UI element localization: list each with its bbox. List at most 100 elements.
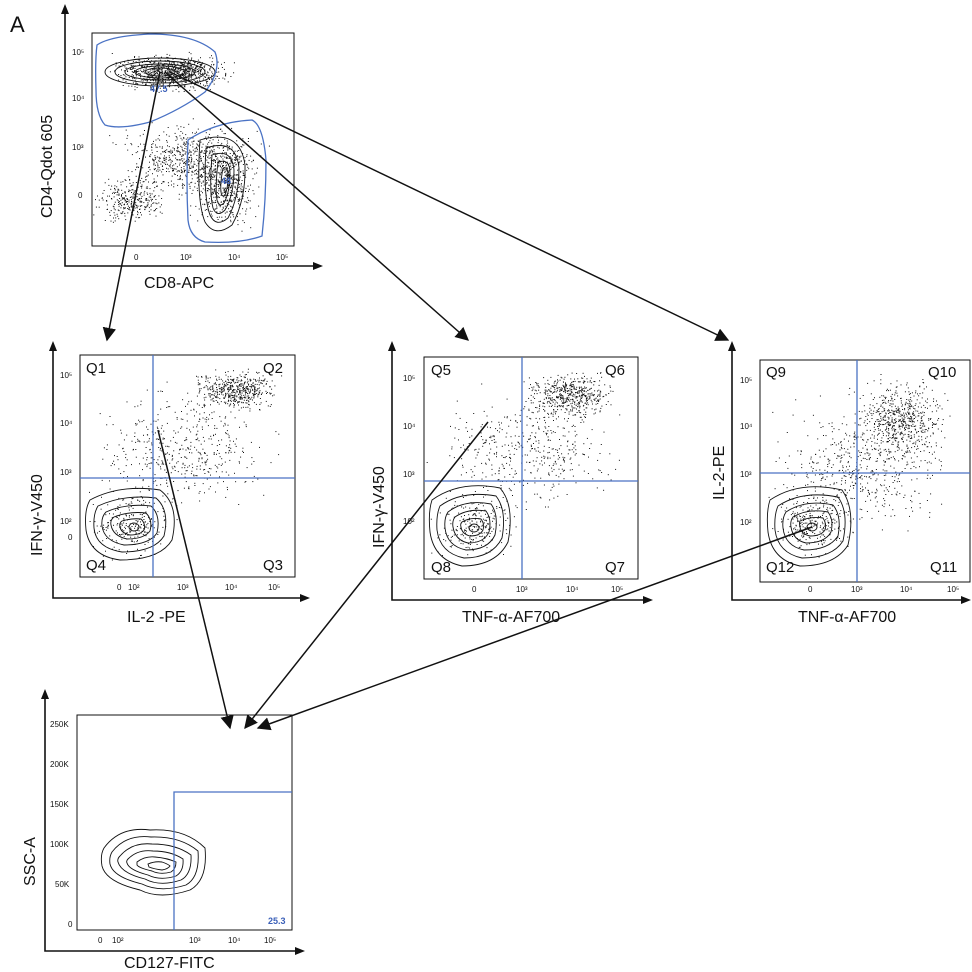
scatter-dot <box>190 400 192 402</box>
scatter-dot <box>563 461 565 463</box>
scatter-dot <box>555 413 556 415</box>
scatter-dot <box>147 428 149 430</box>
scatter-dot <box>173 168 175 170</box>
scatter-dot <box>146 464 148 466</box>
scatter-dot <box>98 199 100 201</box>
scatter-dot <box>887 410 889 412</box>
scatter-dot <box>237 224 239 226</box>
scatter-dot <box>134 436 136 437</box>
scatter-dot <box>199 175 201 177</box>
scatter-dot <box>580 416 582 418</box>
scatter-dot <box>139 135 141 137</box>
scatter-dot <box>585 391 587 393</box>
scatter-dot <box>202 67 203 69</box>
scatter-dot <box>127 203 129 205</box>
scatter-dot <box>595 408 597 410</box>
scatter-dot <box>460 542 462 544</box>
scatter-dot <box>240 171 242 173</box>
scatter-dot <box>206 419 208 421</box>
scatter-dot <box>142 533 144 535</box>
scatter-dot <box>183 79 185 81</box>
scatter-dot <box>557 452 559 453</box>
scatter-dot <box>480 520 482 522</box>
scatter-dot <box>451 545 453 546</box>
scatter-dot <box>152 173 153 175</box>
scatter-dot <box>233 381 235 383</box>
scatter-dot <box>243 383 245 385</box>
scatter-dot <box>154 157 156 158</box>
scatter-dot <box>118 205 120 207</box>
scatter-dot <box>131 192 132 193</box>
scatter-dot <box>166 422 168 424</box>
scatter-dot <box>168 164 170 166</box>
scatter-dot <box>491 474 493 476</box>
scatter-dot <box>156 203 158 205</box>
scatter-dot <box>117 508 118 510</box>
scatter-dot <box>150 87 152 89</box>
scatter-dot <box>209 210 211 212</box>
scatter-dot <box>133 524 135 525</box>
scatter-dot <box>199 181 201 183</box>
scatter-dot <box>555 449 557 451</box>
scatter-dot <box>235 481 237 483</box>
scatter-dot <box>248 397 250 399</box>
scatter-dot <box>219 160 221 162</box>
scatter-dot <box>520 409 522 411</box>
scatter-dot <box>558 483 560 485</box>
scatter-dot <box>464 529 466 531</box>
scatter-dot <box>167 64 169 66</box>
scatter-dot <box>211 385 213 387</box>
scatter-dot <box>241 188 243 190</box>
scatter-dot <box>159 87 161 89</box>
scatter-dot <box>485 513 486 515</box>
scatter-dot <box>140 400 142 402</box>
scatter-dot <box>281 375 283 377</box>
scatter-dot <box>148 517 150 519</box>
scatter-dot <box>115 192 117 193</box>
scatter-dot <box>514 448 516 450</box>
scatter-dot <box>208 382 210 384</box>
quadrant-label: Q5 <box>431 362 451 379</box>
scatter-dot <box>161 212 163 214</box>
scatter-dot <box>144 463 146 465</box>
scatter-dot <box>550 403 552 404</box>
scatter-dot <box>137 548 138 550</box>
scatter-dot <box>941 408 943 410</box>
scatter-dot <box>234 417 236 419</box>
scatter-dot <box>588 393 590 395</box>
scatter-dot <box>209 69 211 71</box>
scatter-dot <box>211 151 213 153</box>
scatter-dot <box>227 489 228 491</box>
scatter-dot <box>217 401 218 403</box>
scatter-dot <box>226 211 228 213</box>
scatter-dot <box>577 381 579 383</box>
scatter-dot <box>239 391 241 393</box>
scatter-dot <box>167 406 169 408</box>
scatter-dot <box>550 413 552 415</box>
scatter-dot <box>172 151 173 153</box>
scatter-dot <box>128 509 130 511</box>
scatter-dot <box>933 400 934 402</box>
scatter-dot <box>140 76 142 78</box>
scatter-dot <box>515 526 517 528</box>
scatter-dot <box>171 62 173 64</box>
scatter-dot <box>190 167 192 169</box>
scatter-dot <box>543 450 545 452</box>
scatter-dot <box>157 170 159 172</box>
scatter-dot <box>132 77 134 79</box>
scatter-dot <box>233 159 235 161</box>
scatter-dot <box>115 65 117 67</box>
scatter-dot <box>526 424 528 426</box>
scatter-dot <box>166 53 168 55</box>
scatter-dot <box>130 528 132 530</box>
scatter-dot <box>609 386 611 388</box>
scatter-dot <box>550 387 552 389</box>
scatter-dot <box>126 480 128 482</box>
scatter-dot <box>201 182 203 184</box>
scatter-dot <box>126 203 128 205</box>
scatter-dot <box>160 79 162 80</box>
scatter-dot <box>163 463 165 465</box>
scatter-dot <box>155 73 157 75</box>
axes-p1 <box>52 345 305 599</box>
scatter-dot <box>480 510 482 512</box>
